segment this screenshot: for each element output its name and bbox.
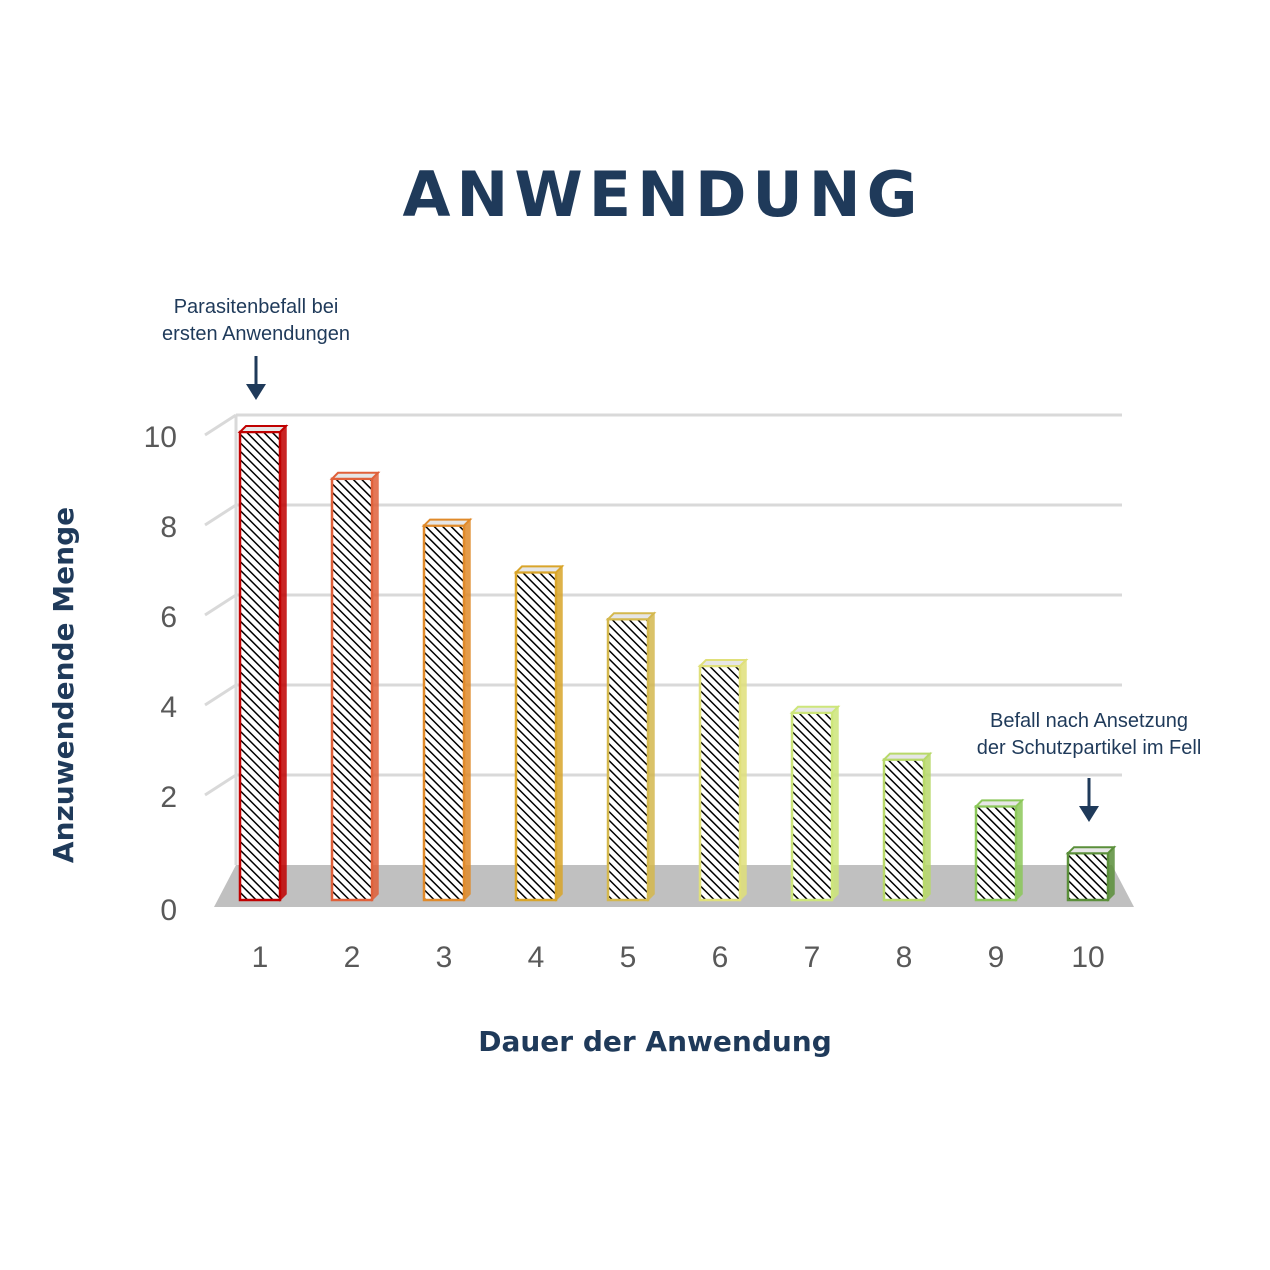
- annotation: Befall nach Ansetzung der Schutzpartikel …: [977, 710, 1202, 822]
- y-tick-labels: 0 2 4 6 8 10: [144, 421, 177, 927]
- annotation-text: ersten Anwendungen: [162, 323, 350, 345]
- gridline-side: [204, 593, 237, 617]
- y-tick-label: 8: [160, 511, 177, 544]
- y-tick-label: 0: [160, 894, 177, 927]
- bar: [421, 517, 473, 902]
- bar: [973, 798, 1025, 902]
- y-tick-label: 10: [144, 421, 177, 454]
- x-tick-label: 4: [528, 941, 545, 974]
- annotations: Parasitenbefall bei ersten Anwendungen Bef…: [162, 296, 1201, 822]
- x-tick-label: 8: [896, 941, 913, 974]
- x-tick-label: 3: [436, 941, 453, 974]
- bar: [1065, 845, 1117, 902]
- gridlines: [204, 413, 1122, 865]
- y-tick-label: 6: [160, 601, 177, 634]
- annotation-text: Parasitenbefall bei: [174, 296, 339, 318]
- gridline-side: [204, 413, 237, 437]
- bars: [237, 424, 1117, 902]
- bar: [329, 470, 381, 902]
- bar: [697, 658, 749, 902]
- x-axis-title: Dauer der Anwendung: [478, 1025, 832, 1058]
- x-tick-label: 1: [252, 941, 269, 974]
- x-tick-label: 2: [344, 941, 361, 974]
- y-tick-label: 4: [160, 691, 177, 724]
- bar: [881, 751, 933, 902]
- chart-title: ANWENDUNG: [402, 158, 923, 231]
- gridline-side: [204, 503, 237, 527]
- annotation-text: Befall nach Ansetzung: [990, 710, 1188, 732]
- bar: [513, 564, 565, 902]
- x-tick-label: 5: [620, 941, 637, 974]
- bar: [789, 704, 841, 902]
- gridline-side: [204, 773, 237, 797]
- bar: [605, 611, 657, 902]
- x-tick-label: 9: [988, 941, 1005, 974]
- x-tick-label: 6: [712, 941, 729, 974]
- annotation: Parasitenbefall bei ersten Anwendungen: [162, 296, 350, 400]
- annotation-text: der Schutzpartikel im Fell: [977, 737, 1202, 759]
- x-tick-label: 10: [1071, 941, 1104, 974]
- x-tick-labels: 1 2 3 4 5 6 7 8 9 10: [252, 941, 1105, 974]
- y-tick-label: 2: [160, 781, 177, 814]
- arrow-down-icon: [1079, 778, 1099, 822]
- arrow-down-icon: [246, 356, 266, 400]
- x-tick-label: 7: [804, 941, 821, 974]
- gridline-side: [204, 683, 237, 707]
- y-axis-title: Anzuwendende Menge: [47, 507, 80, 863]
- bar: [237, 424, 289, 902]
